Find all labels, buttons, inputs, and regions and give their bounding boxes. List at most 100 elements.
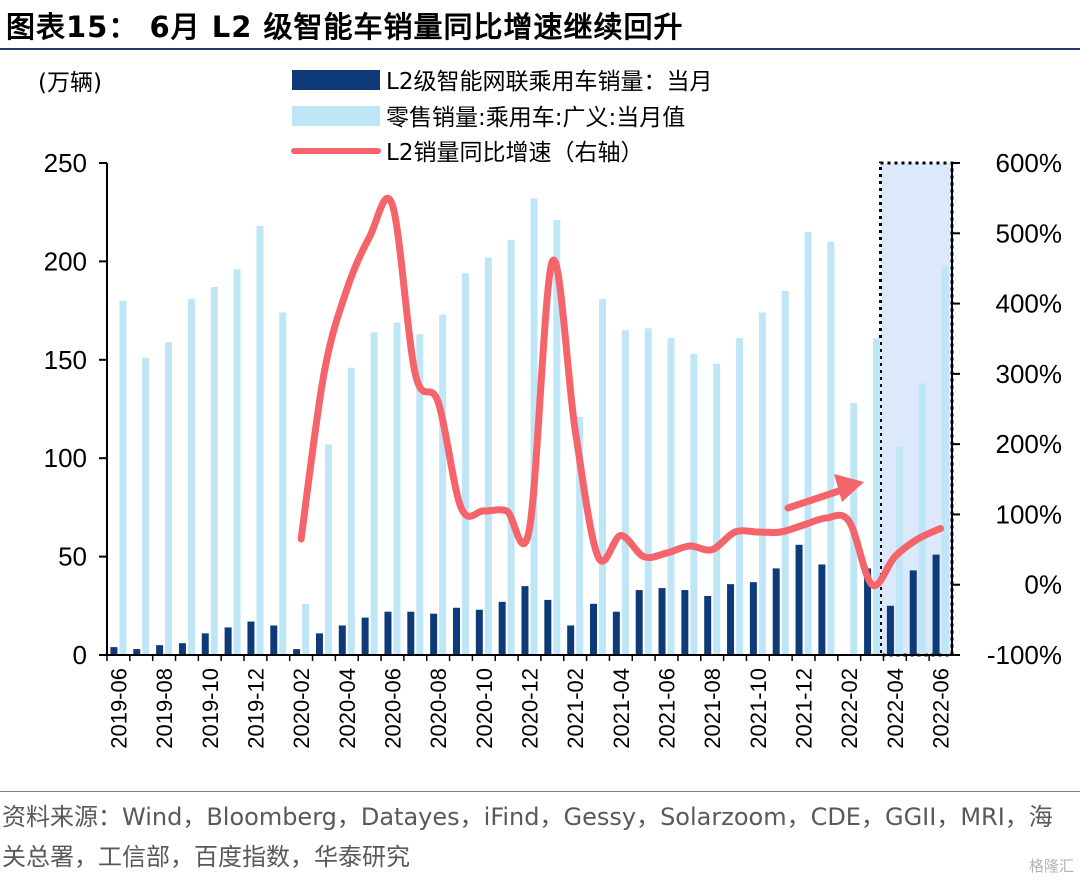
x-tick-label: 2020-04 — [335, 668, 360, 749]
retail-bar — [918, 383, 926, 655]
x-tick-label: 2020-08 — [426, 668, 451, 749]
retail-bar — [165, 342, 173, 655]
l2-bar — [727, 584, 735, 655]
l2-bar — [886, 605, 894, 655]
l2-bar — [110, 647, 118, 655]
left-axis-unit: (万辆) — [38, 70, 102, 96]
x-tick-label: 2021-04 — [609, 668, 634, 749]
retail-bar — [644, 328, 652, 655]
title-divider — [0, 48, 1080, 50]
x-tick-label: 2022-02 — [837, 668, 862, 749]
l2-bar — [315, 633, 323, 655]
retail-bar — [690, 353, 698, 655]
retail-bar — [210, 286, 218, 655]
retail-bar — [781, 290, 789, 655]
retail-bar — [416, 334, 424, 655]
retail-bar — [941, 265, 949, 655]
retail-bar — [439, 314, 447, 655]
l2-bar — [430, 613, 438, 655]
l2-bar — [704, 595, 712, 655]
legend-label-growth: L2销量同比增速（右轴） — [386, 140, 643, 166]
retail-bar — [736, 338, 744, 655]
l2-bar — [932, 554, 940, 655]
legend-swatch-l2-sales — [292, 70, 380, 90]
x-tick-label: 2021-12 — [792, 668, 817, 749]
x-tick-label: 2020-10 — [472, 668, 497, 749]
l2-bar — [612, 611, 620, 655]
legend-label-l2-sales: L2级智能网联乘用车销量：当月 — [386, 69, 712, 95]
source-divider — [0, 791, 1080, 792]
x-tick-label: 2021-08 — [700, 668, 725, 749]
right-tick-label: 300% — [996, 359, 1063, 389]
l2-bar — [521, 586, 529, 655]
l2-bar — [133, 649, 141, 655]
left-tick-label: 250 — [44, 148, 87, 178]
watermark: 格隆汇 — [1028, 857, 1074, 875]
trend-arrow-shaft — [784, 485, 849, 512]
retail-bar — [484, 257, 492, 655]
right-tick-label: 500% — [996, 218, 1063, 248]
l2-bar — [293, 649, 301, 655]
retail-bar — [142, 357, 150, 655]
x-tick-label: 2020-02 — [289, 668, 314, 749]
x-tick-label: 2020-06 — [380, 668, 405, 749]
trend-arrow-head — [834, 474, 864, 502]
retail-bar — [553, 220, 561, 655]
source-note: 资料来源：Wind，Bloomberg，Datayes，iFind，Gessy，… — [2, 803, 1053, 871]
retail-bar — [621, 330, 629, 655]
right-tick-label: 600% — [996, 148, 1063, 178]
l2-bar — [407, 611, 415, 655]
x-tick-label: 2019-10 — [198, 668, 223, 749]
left-tick-label: 150 — [44, 345, 87, 375]
retail-bar — [302, 603, 310, 655]
right-tick-label: 400% — [996, 289, 1063, 319]
left-tick-label: 200 — [44, 246, 87, 276]
retail-bar — [758, 312, 766, 655]
l2-bar — [361, 617, 369, 655]
l2-bar — [864, 568, 872, 655]
retail-bar — [187, 298, 195, 655]
l2-bar — [178, 643, 186, 655]
l2-bar — [749, 582, 757, 655]
retail-bar — [530, 198, 538, 655]
x-tick-label: 2022-06 — [929, 668, 954, 749]
right-tick-label: -100% — [987, 640, 1062, 670]
l2-bar — [384, 611, 392, 655]
right-tick-label: 200% — [996, 429, 1063, 459]
l2-bar — [338, 625, 346, 655]
l2-bar — [681, 590, 689, 655]
l2-bar — [498, 601, 506, 655]
retail-bar — [461, 273, 469, 655]
retail-bar — [256, 225, 264, 655]
x-tick-label: 2019-06 — [106, 668, 131, 749]
x-tick-label: 2019-12 — [243, 668, 268, 749]
left-tick-label: 100 — [44, 443, 87, 473]
retail-bar — [279, 312, 287, 655]
l2-bar — [156, 645, 164, 655]
retail-bar — [324, 444, 332, 655]
retail-bar — [507, 239, 515, 655]
l2-bar — [201, 633, 209, 655]
retail-bar — [667, 338, 675, 655]
retail-bar — [576, 416, 584, 655]
l2-bar — [270, 625, 278, 655]
l2-bar — [475, 609, 483, 655]
retail-bar — [370, 332, 378, 655]
l2-bar — [590, 603, 598, 655]
x-tick-label: 2019-08 — [152, 668, 177, 749]
l2-bar — [452, 607, 460, 655]
retail-bar — [873, 338, 881, 655]
right-tick-label: 0% — [1024, 570, 1062, 600]
l2-bar — [224, 627, 232, 655]
retail-bar — [804, 231, 812, 655]
retail-bar — [233, 269, 241, 655]
l2-bar — [544, 599, 552, 655]
retail-bar — [713, 363, 721, 655]
x-tick-label: 2022-04 — [883, 668, 908, 749]
l2-bar — [567, 625, 575, 655]
x-tick-label: 2021-02 — [563, 668, 588, 749]
left-tick-label: 50 — [58, 542, 87, 572]
retail-bar — [393, 322, 401, 655]
x-tick-label: 2021-06 — [655, 668, 680, 749]
legend-swatch-retail — [292, 106, 380, 126]
